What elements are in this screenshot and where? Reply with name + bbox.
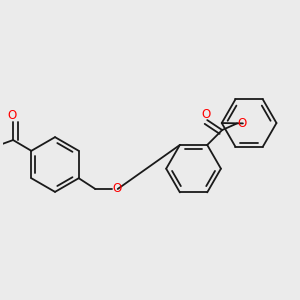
Text: O: O: [202, 108, 211, 121]
Text: O: O: [8, 110, 17, 122]
Text: O: O: [113, 182, 122, 196]
Text: O: O: [238, 117, 247, 130]
